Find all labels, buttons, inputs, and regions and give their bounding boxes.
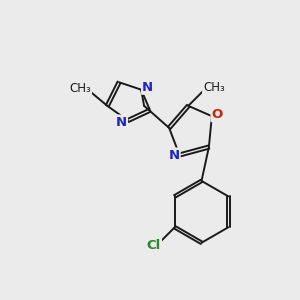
Text: O: O <box>212 108 223 121</box>
Text: CH₃: CH₃ <box>203 81 225 94</box>
Text: N: N <box>142 81 153 94</box>
Text: Cl: Cl <box>147 239 161 252</box>
Text: CH₃: CH₃ <box>69 82 91 95</box>
Text: N: N <box>116 116 127 128</box>
Text: N: N <box>169 148 180 161</box>
